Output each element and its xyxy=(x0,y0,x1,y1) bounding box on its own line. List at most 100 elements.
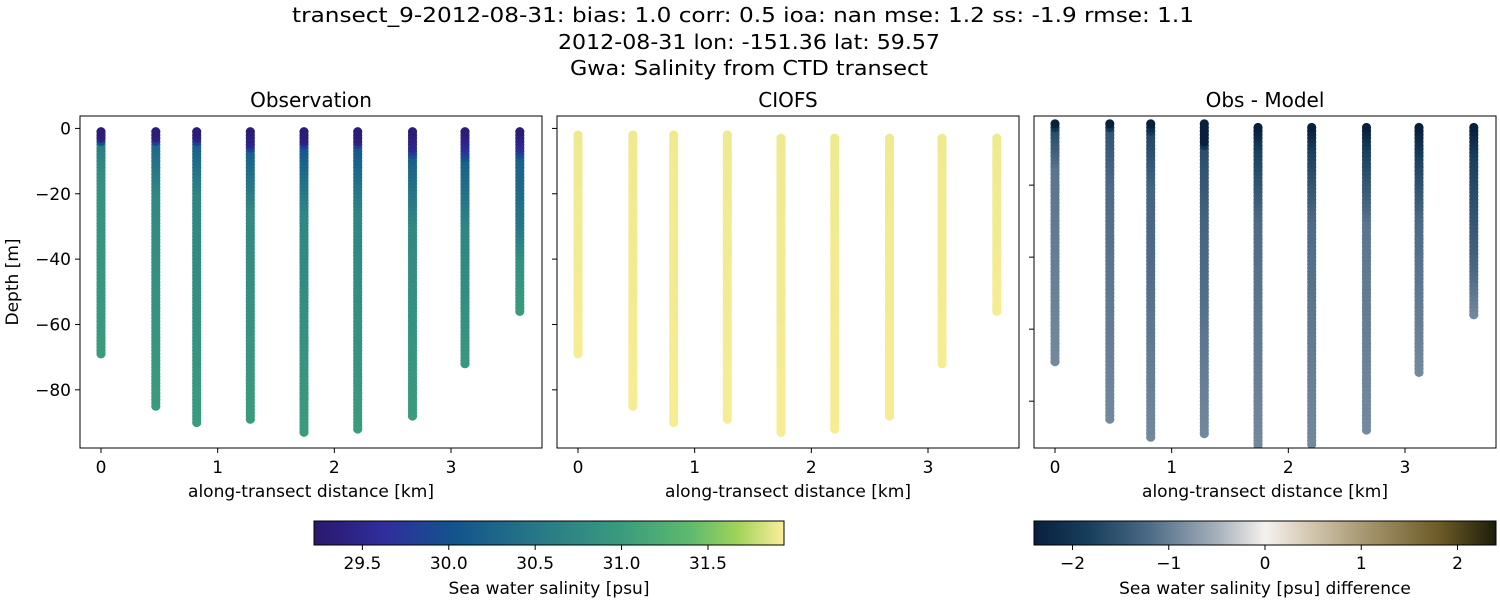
data-point xyxy=(1253,122,1263,133)
station-profile xyxy=(1105,119,1115,424)
data-point xyxy=(515,127,525,137)
x-tick-label: 1 xyxy=(689,458,700,478)
station-profile xyxy=(776,133,786,437)
colorbar-salinity: Sea water salinity [psu] 29.5 30.0 30.5 31.… xyxy=(313,520,785,599)
data-point xyxy=(937,133,947,143)
data-point xyxy=(669,130,679,140)
x-tick-label: 1 xyxy=(1166,458,1177,478)
data-point xyxy=(460,127,470,137)
data-point xyxy=(245,127,255,137)
station-profile xyxy=(1307,122,1317,448)
colorbar-gradient xyxy=(1033,520,1497,546)
data-point xyxy=(407,127,418,137)
colorbar-tick-label: 29.5 xyxy=(343,554,381,574)
colorbar-tick-label: −2 xyxy=(1060,554,1085,574)
data-point xyxy=(573,130,583,140)
axes-frame xyxy=(556,115,1020,449)
x-axis-label: along-transect distance [km] xyxy=(188,482,434,502)
data-point xyxy=(96,127,106,137)
station-profile xyxy=(1253,122,1263,448)
colorbar-label: Sea water salinity [psu] difference xyxy=(1119,579,1411,599)
x-axis-label: along-transect distance [km] xyxy=(1142,482,1388,502)
x-tick-label: 2 xyxy=(806,458,817,478)
x-tick-label: 0 xyxy=(96,458,107,478)
x-tick-label: 0 xyxy=(573,458,584,478)
x-tick-label: 3 xyxy=(446,458,457,478)
station-profile xyxy=(573,130,583,359)
station-profile xyxy=(884,133,895,421)
station-profile xyxy=(515,127,525,316)
data-point xyxy=(1469,122,1479,133)
station-profile xyxy=(1050,119,1060,367)
colorbar-difference: Sea water salinity [psu] difference −2 −1… xyxy=(1033,520,1497,599)
y-tick-label: −80 xyxy=(35,381,71,401)
x-axis-label: along-transect distance [km] xyxy=(665,482,911,502)
data-point xyxy=(192,127,202,137)
data-point xyxy=(1307,122,1317,133)
panel-observation: Observation along-transect distance [km]… xyxy=(3,88,543,502)
axes-frame xyxy=(1033,115,1497,449)
y-tick-label: −60 xyxy=(35,315,71,335)
x-tick-label: 1 xyxy=(212,458,223,478)
station-profile xyxy=(460,127,470,369)
data-point xyxy=(776,133,786,143)
panel-obs-minus-model: Obs - Model along-transect distance [km]… xyxy=(1029,88,1497,502)
scatter-points xyxy=(573,130,1002,437)
x-tick-label: 3 xyxy=(923,458,934,478)
x-tick-label: 0 xyxy=(1050,458,1061,478)
station-profile xyxy=(96,127,106,359)
data-point xyxy=(1414,122,1424,133)
colorbar-label: Sea water salinity [psu] xyxy=(449,579,650,599)
data-point xyxy=(353,127,363,137)
colorbar-tick-label: 30.5 xyxy=(516,554,554,574)
data-point xyxy=(628,130,638,140)
station-profile xyxy=(992,133,1002,316)
data-point xyxy=(992,133,1002,143)
station-profile xyxy=(1361,122,1372,435)
x-tick-label: 2 xyxy=(1283,458,1294,478)
station-profile xyxy=(245,127,255,424)
panel-title: CIOFS xyxy=(758,88,817,112)
axes-frame xyxy=(79,115,543,449)
station-profile xyxy=(830,133,840,434)
station-profile xyxy=(192,127,202,428)
data-point xyxy=(830,133,840,143)
scatter-points xyxy=(1050,119,1479,448)
colorbar-tick-label: 2 xyxy=(1452,554,1463,574)
station-profile xyxy=(1414,122,1424,377)
panel-ciofs: CIOFS along-transect distance [km] 0 1 2 3 xyxy=(552,88,1020,502)
station-profile xyxy=(1146,119,1156,442)
suptitle-line-1: transect_9-2012-08-31: bias: 1.0 corr: 0… xyxy=(292,3,1194,27)
data-point xyxy=(884,133,895,143)
colorbar-tick-label: 31.5 xyxy=(689,554,727,574)
station-profile xyxy=(353,127,363,434)
data-point xyxy=(1199,119,1209,129)
data-point xyxy=(1050,119,1060,129)
scatter-points xyxy=(96,127,525,437)
colorbar-tick-label: 1 xyxy=(1356,554,1367,574)
data-point xyxy=(1361,122,1372,133)
x-tick-label: 2 xyxy=(329,458,340,478)
station-profile xyxy=(669,130,679,428)
colorbar-tick-label: 30.0 xyxy=(430,554,468,574)
data-point xyxy=(299,127,309,137)
colorbar-tick-label: −1 xyxy=(1156,554,1181,574)
station-profile xyxy=(1199,119,1209,439)
x-tick-label: 3 xyxy=(1400,458,1411,478)
suptitle-line-3: Gwa: Salinity from CTD transect xyxy=(570,56,928,80)
colorbar-tick-label: 0 xyxy=(1260,554,1271,574)
panel-title: Obs - Model xyxy=(1206,88,1325,112)
data-point xyxy=(1105,119,1115,129)
colorbar-gradient xyxy=(313,520,785,546)
station-profile xyxy=(151,127,161,411)
panel-title: Observation xyxy=(250,88,372,112)
y-tick-label: −40 xyxy=(35,250,71,270)
y-axis-label: Depth [m] xyxy=(3,238,23,325)
suptitle: transect_9-2012-08-31: bias: 1.0 corr: 0… xyxy=(292,3,1194,80)
data-point xyxy=(151,127,161,137)
data-point xyxy=(1146,119,1156,129)
station-profile xyxy=(407,127,418,421)
station-profile xyxy=(722,130,732,424)
station-profile xyxy=(628,130,638,411)
